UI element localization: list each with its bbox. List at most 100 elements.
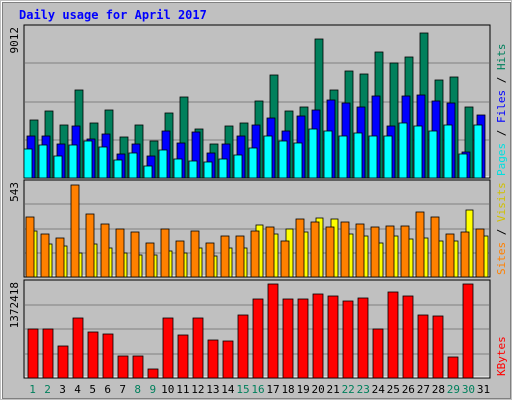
hits-side-label-part: Hits: [495, 44, 508, 71]
day-label: 31: [477, 383, 490, 396]
kbytes-kbytes-bar: [312, 293, 324, 379]
kbytes-kbytes-bar: [417, 314, 429, 379]
kbytes-kbytes-bar: [207, 339, 219, 379]
day-label: 1: [29, 383, 36, 396]
hits-side-label: Pages / Files / Hits: [495, 44, 508, 177]
hits-pages-bar: [293, 142, 303, 179]
day-label: 29: [447, 383, 460, 396]
hits-pages-bar: [308, 128, 318, 179]
kbytes-kbytes-bar: [147, 368, 159, 379]
day-label: 19: [296, 383, 309, 396]
hits-pages-bar: [23, 148, 33, 179]
visits-sites-bar: [100, 223, 110, 278]
visits-sites-bar: [25, 216, 35, 278]
hits-side-label-part: /: [495, 123, 508, 143]
visits-sites-bar: [190, 230, 200, 278]
day-label: 15: [236, 383, 249, 396]
visits-sites-bar: [145, 242, 155, 278]
visits-sites-bar: [370, 226, 380, 278]
hits-pages-bar: [263, 135, 273, 179]
day-label: 4: [74, 383, 81, 396]
hits-side-label-part: Files: [495, 90, 508, 123]
hits-pages-bar: [113, 159, 123, 179]
kbytes-kbytes-bar: [462, 283, 474, 379]
day-labels: 1 2 3 4 5 6 7 8 9 10 11 12 13 14 15 16 17 18 19 20 21 22 23 24 2…: [29, 383, 490, 396]
kbytes-kbytes-bar: [72, 317, 84, 379]
hits-pages-bar: [203, 161, 213, 179]
day-label: 26: [402, 383, 415, 396]
day-label: 9: [149, 383, 156, 396]
kbytes-kbytes-bar: [267, 283, 279, 379]
kbytes-kbytes-bar: [327, 295, 339, 379]
day-label: 12: [191, 383, 204, 396]
kbytes-kbytes-bar: [387, 291, 399, 379]
kbytes-kbytes-bar: [57, 345, 69, 379]
day-label: 17: [266, 383, 279, 396]
kbytes-kbytes-bar: [222, 340, 234, 379]
visits-side-label-part: Visits: [495, 182, 508, 222]
visits-sites-bar: [430, 216, 440, 278]
hits-pages-bar: [413, 125, 423, 179]
visits-sites-bar: [175, 240, 185, 278]
hits-pages-bar: [323, 130, 333, 179]
kbytes-side-label-part: KBytes: [495, 336, 508, 376]
visits-sites-bar: [160, 228, 170, 278]
visits-sites-bar: [40, 233, 50, 278]
visits-sites-bar: [205, 242, 215, 278]
kbytes-max-label: 1372418: [8, 282, 21, 328]
day-label: 8: [134, 383, 141, 396]
visits-sites-bar: [475, 228, 485, 278]
kbytes-kbytes-bar: [132, 355, 144, 379]
visits-sites-bar: [295, 218, 305, 278]
visits-sites-bar: [85, 213, 95, 278]
kbytes-kbytes-bar: [297, 298, 309, 379]
day-label: 21: [327, 383, 340, 396]
day-label: 7: [119, 383, 126, 396]
hits-pages-bar: [53, 155, 63, 179]
visits-sites-bar: [445, 233, 455, 278]
visits-sites-bar: [460, 231, 470, 278]
hits-pages-bar: [143, 165, 153, 179]
kbytes-kbytes-bar: [372, 328, 384, 379]
visits-sites-bar: [250, 230, 260, 278]
day-label: 23: [357, 383, 370, 396]
hits-pages-bar: [128, 152, 138, 179]
side-labels: Pages / Files / Hits Sites / Visits KBytes: [495, 44, 508, 377]
hits-pages-bar: [338, 135, 348, 179]
kbytes-kbytes-bar: [192, 317, 204, 379]
hits-pages-bar: [458, 153, 468, 179]
visits-side-label-part: Sites: [495, 242, 508, 275]
hits-pages-bar: [218, 158, 228, 179]
hits-pages-bar: [398, 122, 408, 179]
visits-side-label: Sites / Visits: [495, 182, 508, 275]
kbytes-side-label: KBytes: [495, 336, 508, 376]
chart-title: Daily usage for April 2017: [19, 8, 207, 22]
hits-pages-bar: [383, 135, 393, 179]
hits-pages-bar: [173, 158, 183, 179]
kbytes-kbytes-bar: [27, 328, 39, 379]
day-label: 10: [161, 383, 174, 396]
day-label: 14: [221, 383, 235, 396]
visits-sites-bar: [115, 228, 125, 278]
day-label: 18: [281, 383, 294, 396]
visits-sites-bar: [235, 235, 245, 278]
kbytes-kbytes-bar: [252, 298, 264, 379]
kbytes-kbytes-bar: [402, 295, 414, 379]
visits-max-label: 543: [8, 182, 21, 202]
visits-sites-bar: [55, 237, 65, 278]
kbytes-kbytes-bar: [432, 315, 444, 379]
kbytes-kbytes-bar: [282, 298, 294, 379]
hits-pages-bar: [233, 154, 243, 179]
hits-side-label-part: Pages: [495, 143, 508, 176]
visits-sites-bar: [325, 226, 335, 278]
hits-pages-bar: [368, 135, 378, 179]
day-label: 30: [462, 383, 475, 396]
visits-sites-bar: [385, 225, 395, 278]
kbytes-kbytes-bar: [237, 314, 249, 379]
visits-sites-bar: [265, 226, 275, 278]
hits-pages-bar: [68, 144, 78, 179]
day-label: 20: [312, 383, 325, 396]
day-label: 27: [417, 383, 430, 396]
day-label: 11: [176, 383, 189, 396]
